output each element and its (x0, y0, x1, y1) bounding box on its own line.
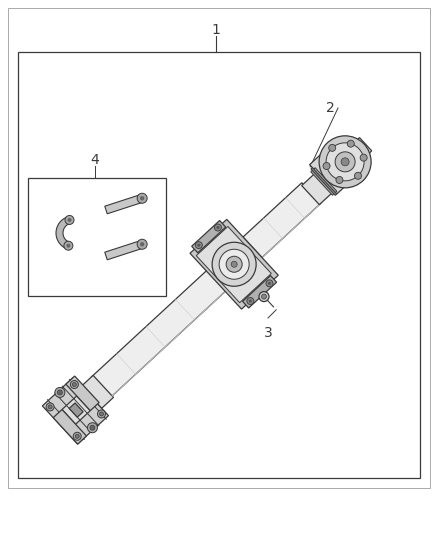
Polygon shape (66, 376, 99, 410)
Circle shape (55, 387, 65, 398)
Polygon shape (243, 276, 277, 308)
Circle shape (347, 140, 354, 147)
Circle shape (323, 163, 330, 169)
Polygon shape (311, 168, 337, 195)
Circle shape (249, 300, 252, 303)
Circle shape (336, 176, 343, 183)
Text: 4: 4 (91, 153, 99, 167)
Polygon shape (192, 221, 226, 253)
Circle shape (259, 292, 269, 302)
Circle shape (88, 423, 97, 433)
Circle shape (137, 239, 147, 249)
Polygon shape (190, 220, 278, 309)
Polygon shape (310, 146, 357, 194)
Polygon shape (56, 216, 71, 249)
Polygon shape (69, 403, 83, 417)
Text: 2: 2 (325, 101, 334, 115)
Circle shape (73, 432, 81, 440)
Polygon shape (349, 138, 372, 161)
Circle shape (57, 390, 62, 395)
Text: 3: 3 (264, 326, 272, 340)
Circle shape (140, 242, 145, 246)
Circle shape (46, 403, 54, 411)
Circle shape (341, 158, 349, 166)
Circle shape (98, 410, 106, 418)
Bar (18, 52, 420, 478)
Polygon shape (105, 195, 143, 214)
Bar (28, 178, 166, 296)
Circle shape (231, 261, 237, 267)
Circle shape (215, 224, 222, 231)
Circle shape (360, 154, 367, 161)
Circle shape (247, 297, 254, 304)
Circle shape (261, 294, 266, 299)
Circle shape (335, 152, 355, 172)
Circle shape (65, 215, 74, 224)
Polygon shape (42, 377, 109, 444)
Circle shape (71, 381, 78, 389)
Circle shape (319, 136, 371, 188)
Circle shape (212, 242, 256, 286)
Polygon shape (243, 183, 321, 257)
Circle shape (140, 196, 145, 200)
Circle shape (268, 282, 271, 285)
Circle shape (72, 383, 76, 386)
Text: 1: 1 (212, 23, 220, 37)
Circle shape (216, 226, 219, 229)
Circle shape (219, 249, 249, 279)
Polygon shape (333, 143, 369, 181)
Polygon shape (53, 409, 86, 444)
Circle shape (328, 144, 336, 151)
Circle shape (64, 241, 73, 250)
Circle shape (266, 280, 273, 287)
Polygon shape (302, 172, 334, 205)
Polygon shape (311, 167, 337, 196)
Circle shape (195, 241, 202, 248)
Polygon shape (62, 396, 90, 424)
Circle shape (326, 143, 364, 181)
Polygon shape (81, 375, 113, 408)
Polygon shape (91, 264, 233, 398)
Circle shape (198, 244, 200, 247)
Polygon shape (105, 240, 143, 260)
Circle shape (226, 256, 242, 272)
Polygon shape (196, 227, 271, 303)
Circle shape (137, 193, 147, 203)
Circle shape (67, 218, 71, 222)
Circle shape (75, 434, 79, 438)
Circle shape (354, 172, 361, 179)
Circle shape (90, 425, 95, 430)
Circle shape (99, 412, 103, 416)
Circle shape (48, 405, 52, 409)
Circle shape (67, 244, 71, 248)
